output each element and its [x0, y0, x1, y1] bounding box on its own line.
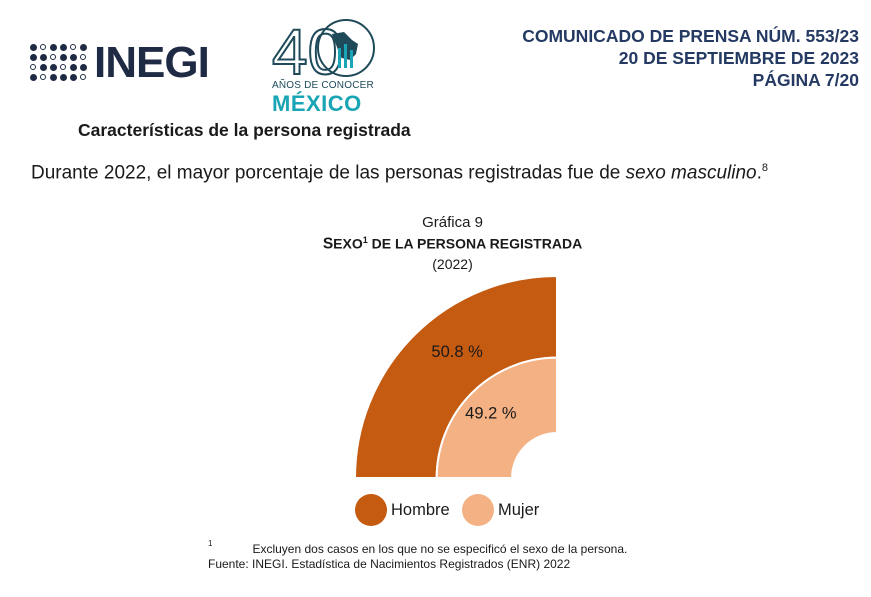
anniversary-logo: 40 AÑOS DE CONOCER MÉXICO — [271, 14, 382, 116]
press-release-number: COMUNICADO DE PRENSA NÚM. 553/23 — [522, 26, 859, 46]
chart-label-hombre: 50.8 % — [431, 343, 483, 361]
anniversary-subtitle: AÑOS DE CONOCER — [272, 80, 374, 91]
intro-suffix: . — [756, 162, 762, 184]
chart-title-rest: DE LA PERSONA REGISTRADA — [367, 235, 583, 252]
chart-label-mujer: 49.2 % — [465, 404, 517, 422]
press-release-page: PÁGINA 7/20 — [752, 70, 859, 90]
chart-title-initial: S — [322, 235, 334, 253]
chart-title-footnote: 1 — [362, 235, 368, 245]
press-release-date: 20 DE SEPTIEMBRE DE 2023 — [618, 48, 859, 68]
footnote-1-text: Excluyen dos casos en los que no se espe… — [252, 542, 628, 556]
inegi-logo: INEGI — [30, 38, 210, 88]
legend-label-mujer: Mujer — [498, 500, 540, 519]
intro-text: Durante 2022, el mayor porcentaje de las… — [31, 162, 626, 184]
section-title: Características de la persona registrada — [78, 120, 411, 140]
inegi-dots-icon — [30, 44, 88, 82]
footnote-1: 1 Excluyen dos casos en los que no se esp… — [208, 539, 628, 556]
footnote-reference: 8 — [761, 162, 768, 174]
chart-segment-mujer — [435, 356, 558, 479]
chart-title: SEXO1 DE LA PERSONA REGISTRADA — [0, 235, 871, 254]
chart-title-smallcaps: EXO — [333, 235, 363, 252]
footnote-1-marker: 1 — [208, 539, 213, 548]
legend-item-mujer: Mujer — [462, 494, 539, 526]
anniversary-number: 40 — [272, 16, 343, 82]
anniversary-title: MÉXICO — [272, 91, 362, 116]
press-release-header: COMUNICADO DE PRENSA NÚM. 553/23 20 DE S… — [522, 25, 859, 91]
legend-item-hombre: Hombre — [355, 494, 450, 526]
chart-subtitle: (2022) — [432, 256, 473, 272]
forty-anniversary-icon: 40 — [271, 15, 375, 89]
source-note: Fuente: INEGI. Estadística de Nacimiento… — [208, 557, 571, 571]
intro-emphasis: sexo masculino — [625, 162, 757, 184]
inegi-wordmark: INEGI — [94, 38, 210, 87]
intro-paragraph: Durante 2022, el mayor porcentaje de las… — [31, 162, 768, 184]
legend-swatch-mujer — [462, 494, 494, 526]
legend-label-hombre: Hombre — [391, 500, 450, 519]
legend-swatch-hombre — [355, 494, 387, 526]
chart-figure-label: Gráfica 9 — [422, 214, 483, 231]
